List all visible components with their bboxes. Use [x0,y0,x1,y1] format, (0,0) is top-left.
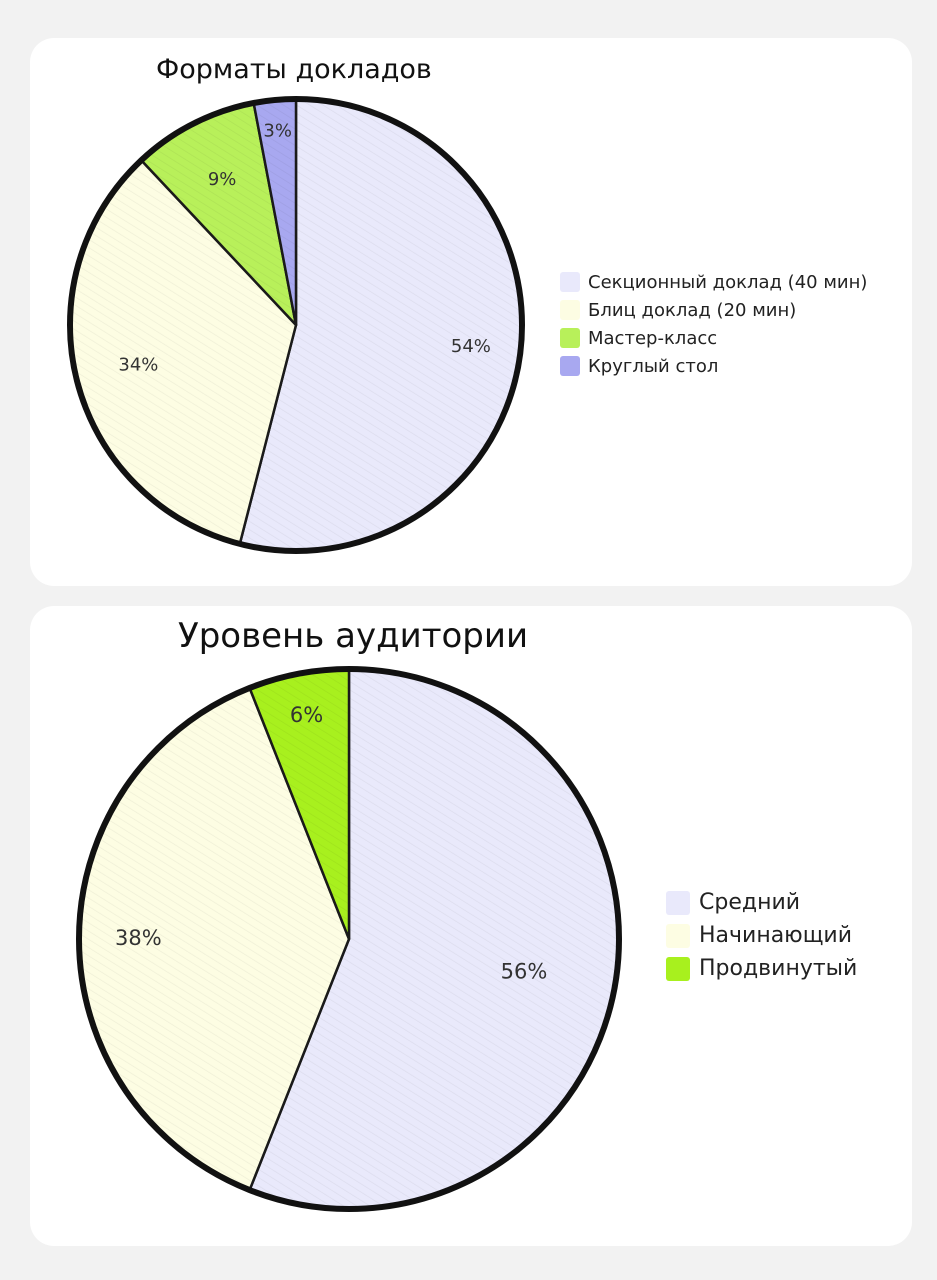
legend-item-круглый-стол: Круглый стол [560,352,867,380]
chart-title: Уровень аудитории [178,616,529,656]
slice-label-секционный-доклад-40-мин: 54% [451,336,491,357]
legend-label: Начинающий [699,923,853,948]
slice-label-круглый-стол: 3% [263,121,292,142]
pie-outline [76,666,622,1212]
legend-label: Продвинутый [699,956,858,981]
legend-item-мастер-класс: Мастер-класс [560,324,867,352]
slice-label-средний: 56% [501,959,548,983]
chart-card-formats: Форматы докладов 54% 34% 9% 3% Секционный д… [30,38,912,586]
legend-item-продвинутый: Продвинутый [666,952,857,985]
chart-legend: Средний Начинающий Продвинутый [666,886,857,985]
legend-item-средний: Средний [666,886,857,919]
legend-label: Круглый стол [588,355,719,377]
legend-swatch [560,272,580,292]
legend-label: Секционный доклад (40 мин) [588,271,868,293]
legend-label: Средний [699,890,801,915]
legend-item-блиц-доклад-20-мин: Блиц доклад (20 мин) [560,296,867,324]
legend-swatch [560,300,580,320]
pie-chart-audience: 56% 38% 6% [76,666,622,1212]
slice-label-блиц-доклад-20-мин: 34% [118,355,158,376]
legend-swatch [560,356,580,376]
legend-label: Мастер-класс [588,327,718,349]
legend-label: Блиц доклад (20 мин) [588,299,797,321]
legend-swatch [560,328,580,348]
chart-legend: Секционный доклад (40 мин) Блиц доклад (2… [560,268,867,380]
legend-item-начинающий: Начинающий [666,919,857,952]
chart-title: Форматы докладов [156,54,432,85]
legend-swatch [666,923,690,948]
pie-outline [67,96,525,554]
slice-label-начинающий: 38% [115,926,162,950]
slice-label-продвинутый: 6% [290,703,323,727]
chart-card-audience: Уровень аудитории 56% 38% 6% Средний Начина… [30,606,912,1246]
legend-swatch [666,956,690,981]
legend-swatch [666,890,690,915]
legend-item-секционный-доклад-40-мин: Секционный доклад (40 мин) [560,268,867,296]
slice-label-мастер-класс: 9% [208,169,237,190]
pie-chart-formats: 54% 34% 9% 3% [67,96,525,554]
